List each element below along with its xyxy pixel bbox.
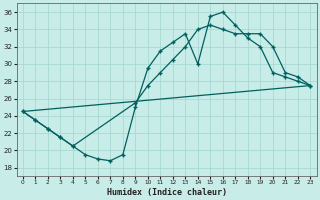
X-axis label: Humidex (Indice chaleur): Humidex (Indice chaleur): [107, 188, 227, 197]
